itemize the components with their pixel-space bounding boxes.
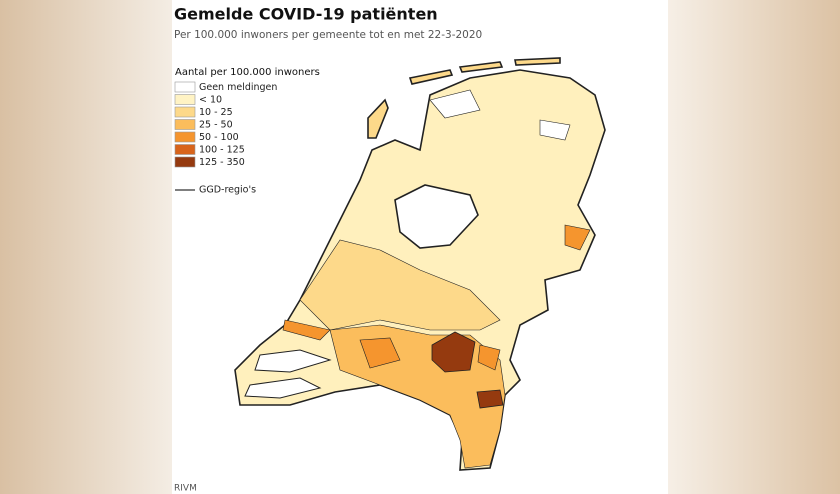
legend-label: 50 - 100 bbox=[199, 132, 239, 143]
blurred-left bbox=[0, 0, 172, 494]
legend-label: 100 - 125 bbox=[199, 145, 245, 156]
legend-swatch bbox=[174, 106, 196, 118]
legend-swatch bbox=[174, 94, 196, 105]
legend-label: 25 - 50 bbox=[199, 120, 233, 131]
legend-label: < 10 bbox=[199, 95, 222, 106]
legend-label: 125 - 350 bbox=[199, 157, 245, 168]
legend-swatch bbox=[174, 119, 196, 130]
legend-swatch bbox=[174, 144, 196, 155]
title: Gemelde COVID-19 patiënten bbox=[174, 5, 438, 24]
subtitle: Per 100.000 inwoners per gemeente tot en… bbox=[174, 29, 482, 41]
source: RIVM bbox=[174, 484, 197, 494]
legend-swatch bbox=[174, 81, 196, 93]
legend-label: Geen meldingen bbox=[199, 82, 277, 93]
legend-swatch bbox=[174, 131, 196, 143]
legend-label: 10 - 25 bbox=[199, 107, 233, 118]
legend-title: Aantal per 100.000 inwoners bbox=[175, 67, 320, 78]
blurred-right bbox=[668, 0, 840, 494]
legend-line-label: GGD-regio's bbox=[199, 185, 256, 196]
map bbox=[234, 57, 606, 471]
legend-swatch bbox=[174, 156, 196, 168]
